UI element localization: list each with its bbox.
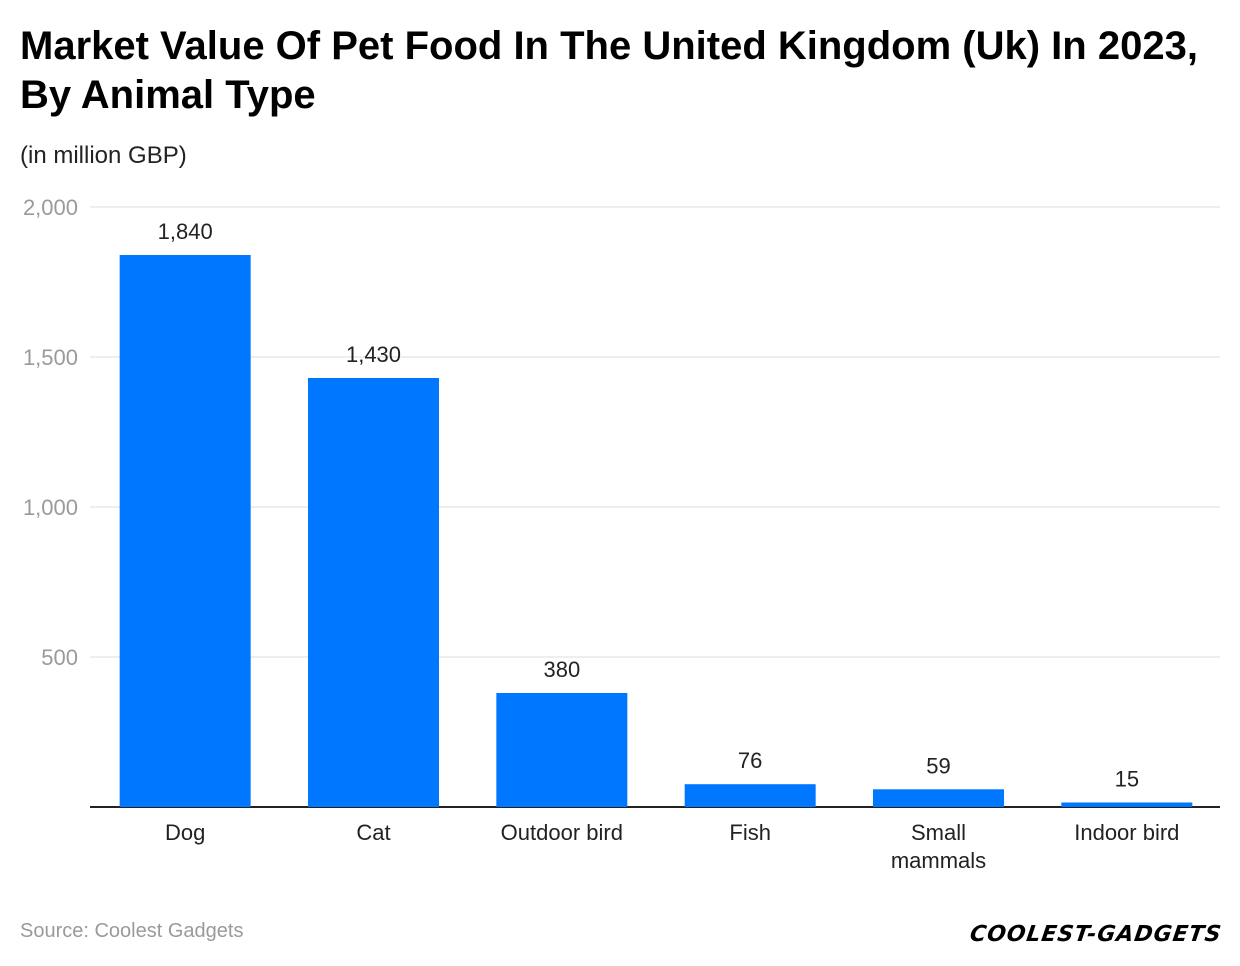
x-category-label-line: Small [911, 820, 966, 845]
bar [1061, 802, 1193, 807]
bar-chart: 500 1,000 1,500 2,000 1,840 Dog 1,430 Cat 380 Out… [23, 195, 1220, 873]
x-category-label-line: Dog [165, 820, 205, 845]
x-category-label: Small mammals [891, 820, 986, 873]
x-category-label-line: Outdoor bird [501, 820, 623, 845]
x-category-label: Indoor bird [1074, 820, 1179, 845]
gridlines [90, 206, 1220, 808]
x-category-label-line: Indoor bird [1074, 820, 1179, 845]
bar [873, 789, 1004, 807]
bar [496, 693, 628, 807]
data-label: 1,840 [158, 219, 213, 244]
x-category-label: Dog [165, 820, 205, 845]
data-label: 59 [926, 753, 950, 778]
bars [119, 255, 1193, 807]
chart-subtitle: (in million GBP) [20, 142, 187, 169]
x-category-label: Outdoor bird [501, 820, 623, 845]
data-label: 76 [738, 748, 762, 773]
source-note: Source: Coolest Gadgets [20, 920, 244, 942]
labels: 500 1,000 1,500 2,000 1,840 Dog 1,430 Cat 380 Out… [23, 195, 1179, 873]
y-tick-label: 1,500 [23, 345, 78, 370]
x-category-label-line: Cat [356, 820, 390, 845]
bar [684, 784, 816, 807]
y-tick-label: 1,000 [23, 495, 78, 520]
brand-logo: COOLEST-GADGETS [968, 922, 1224, 947]
y-tick-label: 500 [41, 645, 78, 670]
chart-title: Market Value Of Pet Food In The United K… [20, 24, 1198, 117]
x-category-label: Cat [356, 820, 390, 845]
x-category-label-line: Fish [729, 820, 771, 845]
data-label: 380 [543, 657, 580, 682]
data-label: 1,430 [346, 342, 401, 367]
data-label: 15 [1115, 767, 1139, 792]
bar [308, 378, 439, 807]
x-category-label: Fish [729, 820, 771, 845]
bar [119, 255, 251, 807]
x-category-label-line: mammals [891, 848, 986, 873]
y-tick-label: 2,000 [23, 195, 78, 220]
